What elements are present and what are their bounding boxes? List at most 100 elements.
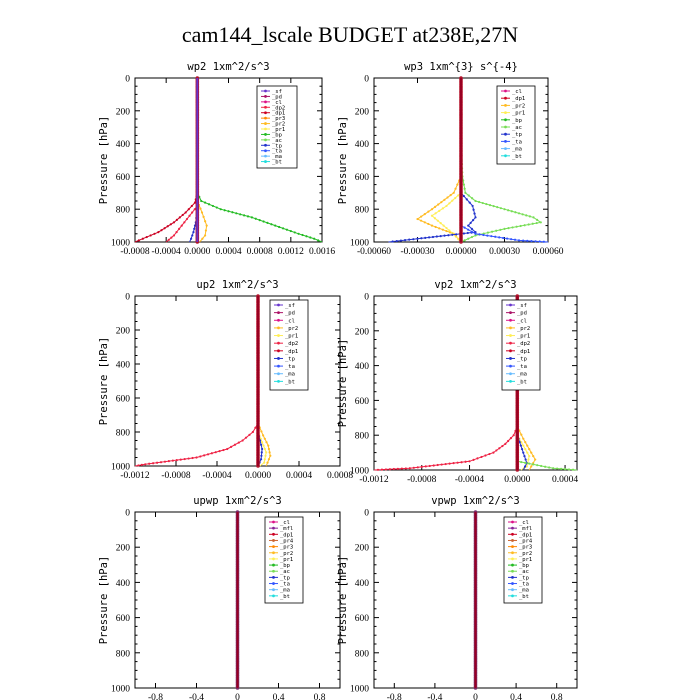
series-point-_tp (260, 454, 263, 457)
series-point-_bp (227, 210, 230, 213)
series-point-_pr1 (263, 461, 266, 464)
series-point-_bp (270, 223, 273, 226)
series-point-_ta (517, 239, 521, 242)
series-point-_ac (503, 208, 506, 211)
series-point-_bp (207, 203, 211, 206)
legend-entry: _dp1 (519, 532, 532, 538)
series-point-_tp (474, 231, 477, 234)
legend-entry: _bp (272, 132, 282, 138)
series-point-_bp (297, 232, 300, 235)
legend-entry: _ac (519, 569, 529, 575)
series-point-_tp (467, 224, 470, 227)
legend-marker (511, 557, 514, 561)
series-point-_dp2 (392, 467, 396, 471)
series-point-_bp (250, 216, 253, 219)
series-point-_dp2 (452, 462, 455, 465)
series-point-_dp2 (163, 460, 167, 463)
series-point-_pr1 (262, 444, 265, 447)
legend-entry: _pr1 (280, 557, 293, 563)
series-point-_ac (467, 194, 470, 197)
series-point-_ta (474, 232, 477, 235)
legend-entry: _mfl (519, 526, 532, 532)
series-point-_pr2 (434, 205, 437, 208)
series-point-_dp2 (229, 445, 233, 448)
series-point-_pr2 (204, 234, 207, 237)
series-point-_pr1 (457, 194, 460, 197)
legend-marker (511, 582, 514, 585)
legend-marker (272, 588, 275, 592)
legend-marker (272, 551, 275, 555)
legend-marker (277, 357, 280, 360)
legend-entry: _ac (512, 125, 522, 131)
legend-marker (511, 551, 514, 555)
series-point-_pr1 (264, 454, 267, 457)
series-point-_bp (200, 199, 203, 203)
series-point-_bp (254, 217, 257, 220)
series-point-_dp2 (178, 227, 181, 230)
legend-entry: _dp1 (280, 532, 293, 538)
series-point-_ac (535, 221, 538, 225)
legend-marker (272, 575, 275, 579)
legend: _cl_mfl_dp1_pr4_pr3_pr2_pr1_bp_ac_tp_ta_… (503, 516, 543, 604)
series-point-_dp2 (251, 430, 254, 434)
x-tick-label: -0.00060 (357, 247, 391, 257)
series-point-_dp2 (222, 448, 225, 452)
series-point-_pr1 (522, 444, 525, 447)
series-point-_ac (521, 213, 524, 216)
series-point-_dp2 (498, 447, 501, 450)
series-point-_ac (514, 211, 517, 214)
series-point-_pr2 (269, 454, 272, 457)
legend-entry: _dp1 (512, 96, 525, 102)
series-point-_dp1 (175, 218, 178, 221)
legend-entry: _bt (280, 594, 290, 600)
series-point-_dp2 (492, 451, 495, 454)
series-point-_ac (539, 221, 542, 224)
series-point-_pr2 (524, 441, 527, 444)
series-point-_pr2 (199, 207, 202, 210)
series-point-_ac (474, 199, 477, 203)
x-tick-label: 0.8 (551, 693, 563, 700)
legend: _sf _pd_cl _pr2 _pr1_dp2 _dp1_tp _ta _ma_bt (501, 299, 541, 391)
series-point-_ac (503, 227, 506, 230)
legend-marker (511, 563, 514, 567)
series-point-_dp2 (424, 465, 427, 468)
series-point-_ta (486, 234, 489, 237)
series-point-_dp2 (428, 464, 431, 468)
series-point-_dp2 (183, 457, 186, 461)
series-point-_ac (524, 461, 527, 464)
y-tick-label: 1000 (350, 685, 369, 695)
series-point-_bp (242, 214, 246, 217)
series-point-_pr2 (446, 196, 449, 199)
series-point-_pr2 (420, 219, 423, 222)
x-tick-label: 0 (235, 693, 240, 700)
legend-entry: _pr2 (285, 326, 298, 332)
series-point-_dp2 (254, 426, 257, 429)
x-tick-label: -0.0004 (152, 247, 182, 257)
series-point-_pr1 (441, 207, 444, 210)
legend-marker (277, 318, 280, 322)
legend-marker (504, 132, 507, 136)
legend-marker (504, 104, 507, 107)
series-point-_pr2 (262, 434, 265, 437)
series-point-_ac (559, 467, 563, 470)
legend-marker (264, 105, 267, 109)
series-point-_dp2 (172, 234, 176, 237)
series-point-_dp2 (226, 447, 229, 451)
legend-marker (277, 303, 280, 307)
legend-entry: _cl (285, 318, 295, 324)
series-point-_ac (517, 212, 521, 215)
series-point-_pr1 (263, 458, 266, 461)
series-point-_dp2 (376, 468, 380, 471)
y-tick-label: 1000 (111, 685, 130, 695)
legend-marker (272, 594, 275, 598)
series-point-_ac (528, 462, 531, 465)
legend-marker (264, 138, 267, 142)
x-tick-label: 0.00060 (533, 247, 564, 257)
series-point-_pr1 (525, 465, 528, 468)
y-axis-label: Pressure [hPa] (337, 116, 349, 205)
legend-entry: _dp1 (517, 349, 530, 355)
legend-entry: _dp1 (272, 111, 285, 117)
y-tick-label: 800 (355, 432, 370, 442)
series-point-_dp2 (244, 436, 248, 439)
x-tick-label: 0.0008 (327, 471, 353, 481)
